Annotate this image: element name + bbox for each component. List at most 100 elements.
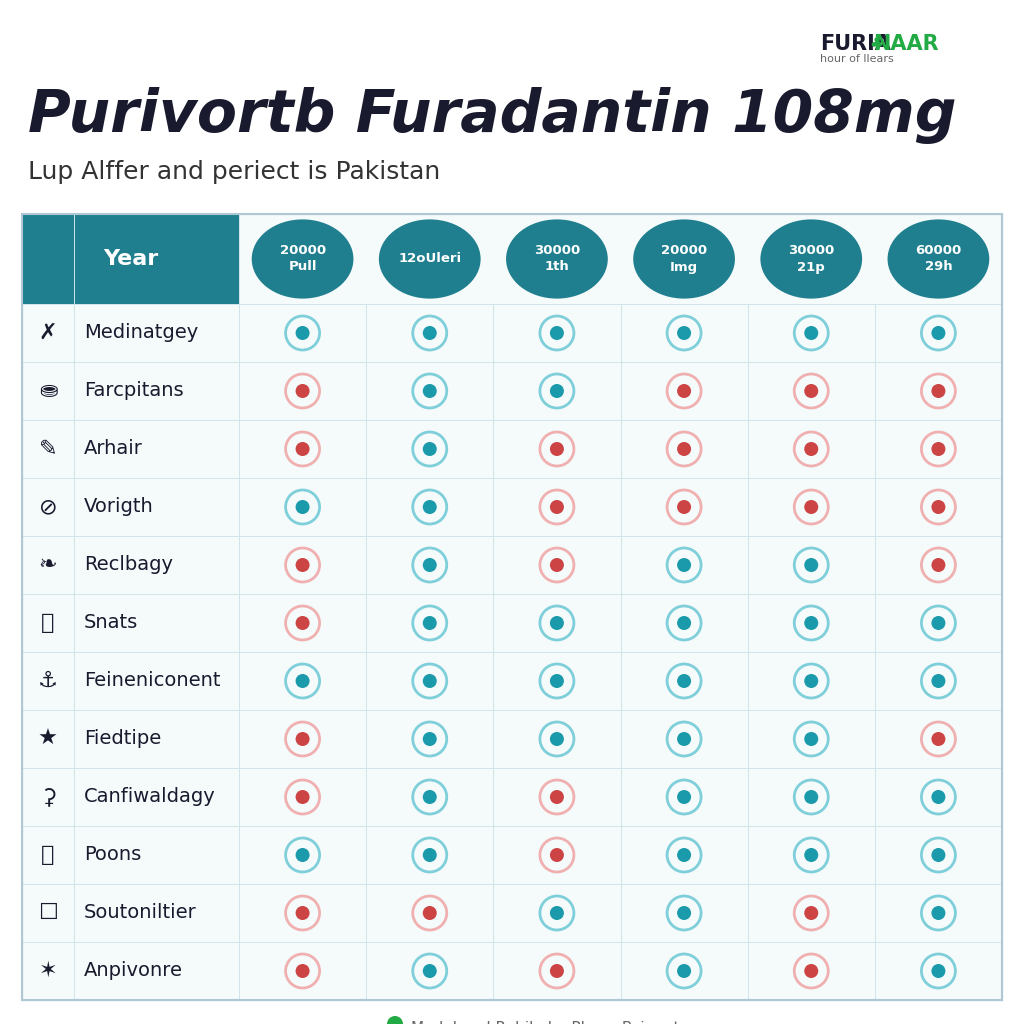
Circle shape	[677, 442, 691, 456]
Circle shape	[804, 326, 818, 340]
Circle shape	[804, 500, 818, 514]
Circle shape	[804, 616, 818, 630]
Ellipse shape	[379, 219, 480, 299]
Text: Farcpitans: Farcpitans	[84, 382, 183, 400]
Circle shape	[804, 906, 818, 920]
FancyBboxPatch shape	[22, 884, 1002, 942]
Text: 30000
21p: 30000 21p	[788, 245, 835, 273]
Circle shape	[677, 558, 691, 572]
Circle shape	[550, 326, 564, 340]
Text: ✗: ✗	[39, 323, 57, 343]
Circle shape	[932, 906, 945, 920]
Circle shape	[423, 674, 437, 688]
Circle shape	[550, 616, 564, 630]
Text: Model and Rubile by Phoso Bsinpets: Model and Rubile by Phoso Bsinpets	[411, 1021, 687, 1024]
Circle shape	[804, 674, 818, 688]
Text: 12oUleri: 12oUleri	[398, 253, 462, 265]
Circle shape	[804, 732, 818, 746]
Circle shape	[804, 848, 818, 862]
Circle shape	[932, 558, 945, 572]
Circle shape	[423, 964, 437, 978]
Text: ★: ★	[38, 729, 58, 749]
Circle shape	[677, 674, 691, 688]
Text: Poons: Poons	[84, 846, 141, 864]
FancyBboxPatch shape	[22, 826, 1002, 884]
Text: 20000
Img: 20000 Img	[662, 245, 708, 273]
FancyBboxPatch shape	[22, 478, 1002, 536]
Ellipse shape	[633, 219, 735, 299]
Text: Lup Alffer and periect is Pakistan: Lup Alffer and periect is Pakistan	[28, 160, 440, 184]
Text: NAAR: NAAR	[873, 34, 939, 54]
Circle shape	[677, 964, 691, 978]
Circle shape	[296, 674, 309, 688]
Circle shape	[804, 964, 818, 978]
Circle shape	[387, 1016, 403, 1024]
Circle shape	[804, 442, 818, 456]
Circle shape	[550, 964, 564, 978]
Circle shape	[423, 616, 437, 630]
Circle shape	[296, 732, 309, 746]
Text: ⛏: ⛏	[41, 845, 54, 865]
Circle shape	[550, 906, 564, 920]
Circle shape	[423, 790, 437, 804]
Text: ⊘: ⊘	[39, 497, 57, 517]
Circle shape	[550, 384, 564, 398]
Circle shape	[423, 906, 437, 920]
Text: Canfiwaldagy: Canfiwaldagy	[84, 787, 216, 807]
Circle shape	[932, 732, 945, 746]
Circle shape	[932, 384, 945, 398]
FancyBboxPatch shape	[22, 304, 1002, 362]
Circle shape	[677, 732, 691, 746]
Circle shape	[932, 674, 945, 688]
Ellipse shape	[761, 219, 862, 299]
Circle shape	[296, 906, 309, 920]
Circle shape	[550, 848, 564, 862]
FancyBboxPatch shape	[22, 942, 1002, 1000]
Circle shape	[677, 384, 691, 398]
Text: ⚳: ⚳	[40, 787, 56, 807]
Circle shape	[932, 326, 945, 340]
Circle shape	[550, 732, 564, 746]
FancyBboxPatch shape	[22, 420, 1002, 478]
Circle shape	[677, 500, 691, 514]
FancyBboxPatch shape	[22, 214, 239, 304]
Circle shape	[804, 384, 818, 398]
Circle shape	[550, 674, 564, 688]
Text: hour of llears: hour of llears	[820, 54, 894, 63]
Text: Anpivonre: Anpivonre	[84, 962, 183, 981]
Circle shape	[677, 326, 691, 340]
FancyBboxPatch shape	[22, 710, 1002, 768]
Text: ✶: ✶	[39, 961, 57, 981]
Text: 20000
Pull: 20000 Pull	[280, 245, 326, 273]
Ellipse shape	[252, 219, 353, 299]
Text: ⚿: ⚿	[41, 613, 54, 633]
Circle shape	[550, 558, 564, 572]
Text: 30000
1th: 30000 1th	[534, 245, 580, 273]
Ellipse shape	[888, 219, 989, 299]
FancyBboxPatch shape	[22, 768, 1002, 826]
Circle shape	[677, 790, 691, 804]
Circle shape	[804, 790, 818, 804]
Text: Snats: Snats	[84, 613, 138, 633]
Circle shape	[423, 732, 437, 746]
Circle shape	[932, 790, 945, 804]
Text: Fiedtipe: Fiedtipe	[84, 729, 161, 749]
Circle shape	[296, 384, 309, 398]
Text: 60000
29h: 60000 29h	[915, 245, 962, 273]
Text: ⚓: ⚓	[38, 671, 58, 691]
Circle shape	[932, 616, 945, 630]
Text: Reclbagy: Reclbagy	[84, 555, 173, 574]
Text: FURIA: FURIA	[820, 34, 891, 54]
Circle shape	[296, 558, 309, 572]
FancyBboxPatch shape	[22, 594, 1002, 652]
Text: Purivortb Furadantin 108mg: Purivortb Furadantin 108mg	[28, 87, 956, 144]
Text: Feineniconent: Feineniconent	[84, 672, 220, 690]
Circle shape	[296, 442, 309, 456]
Circle shape	[423, 326, 437, 340]
Text: ♣: ♣	[869, 36, 883, 51]
Circle shape	[423, 558, 437, 572]
Circle shape	[550, 790, 564, 804]
Circle shape	[932, 848, 945, 862]
Circle shape	[423, 442, 437, 456]
Text: Vorigth: Vorigth	[84, 498, 154, 516]
